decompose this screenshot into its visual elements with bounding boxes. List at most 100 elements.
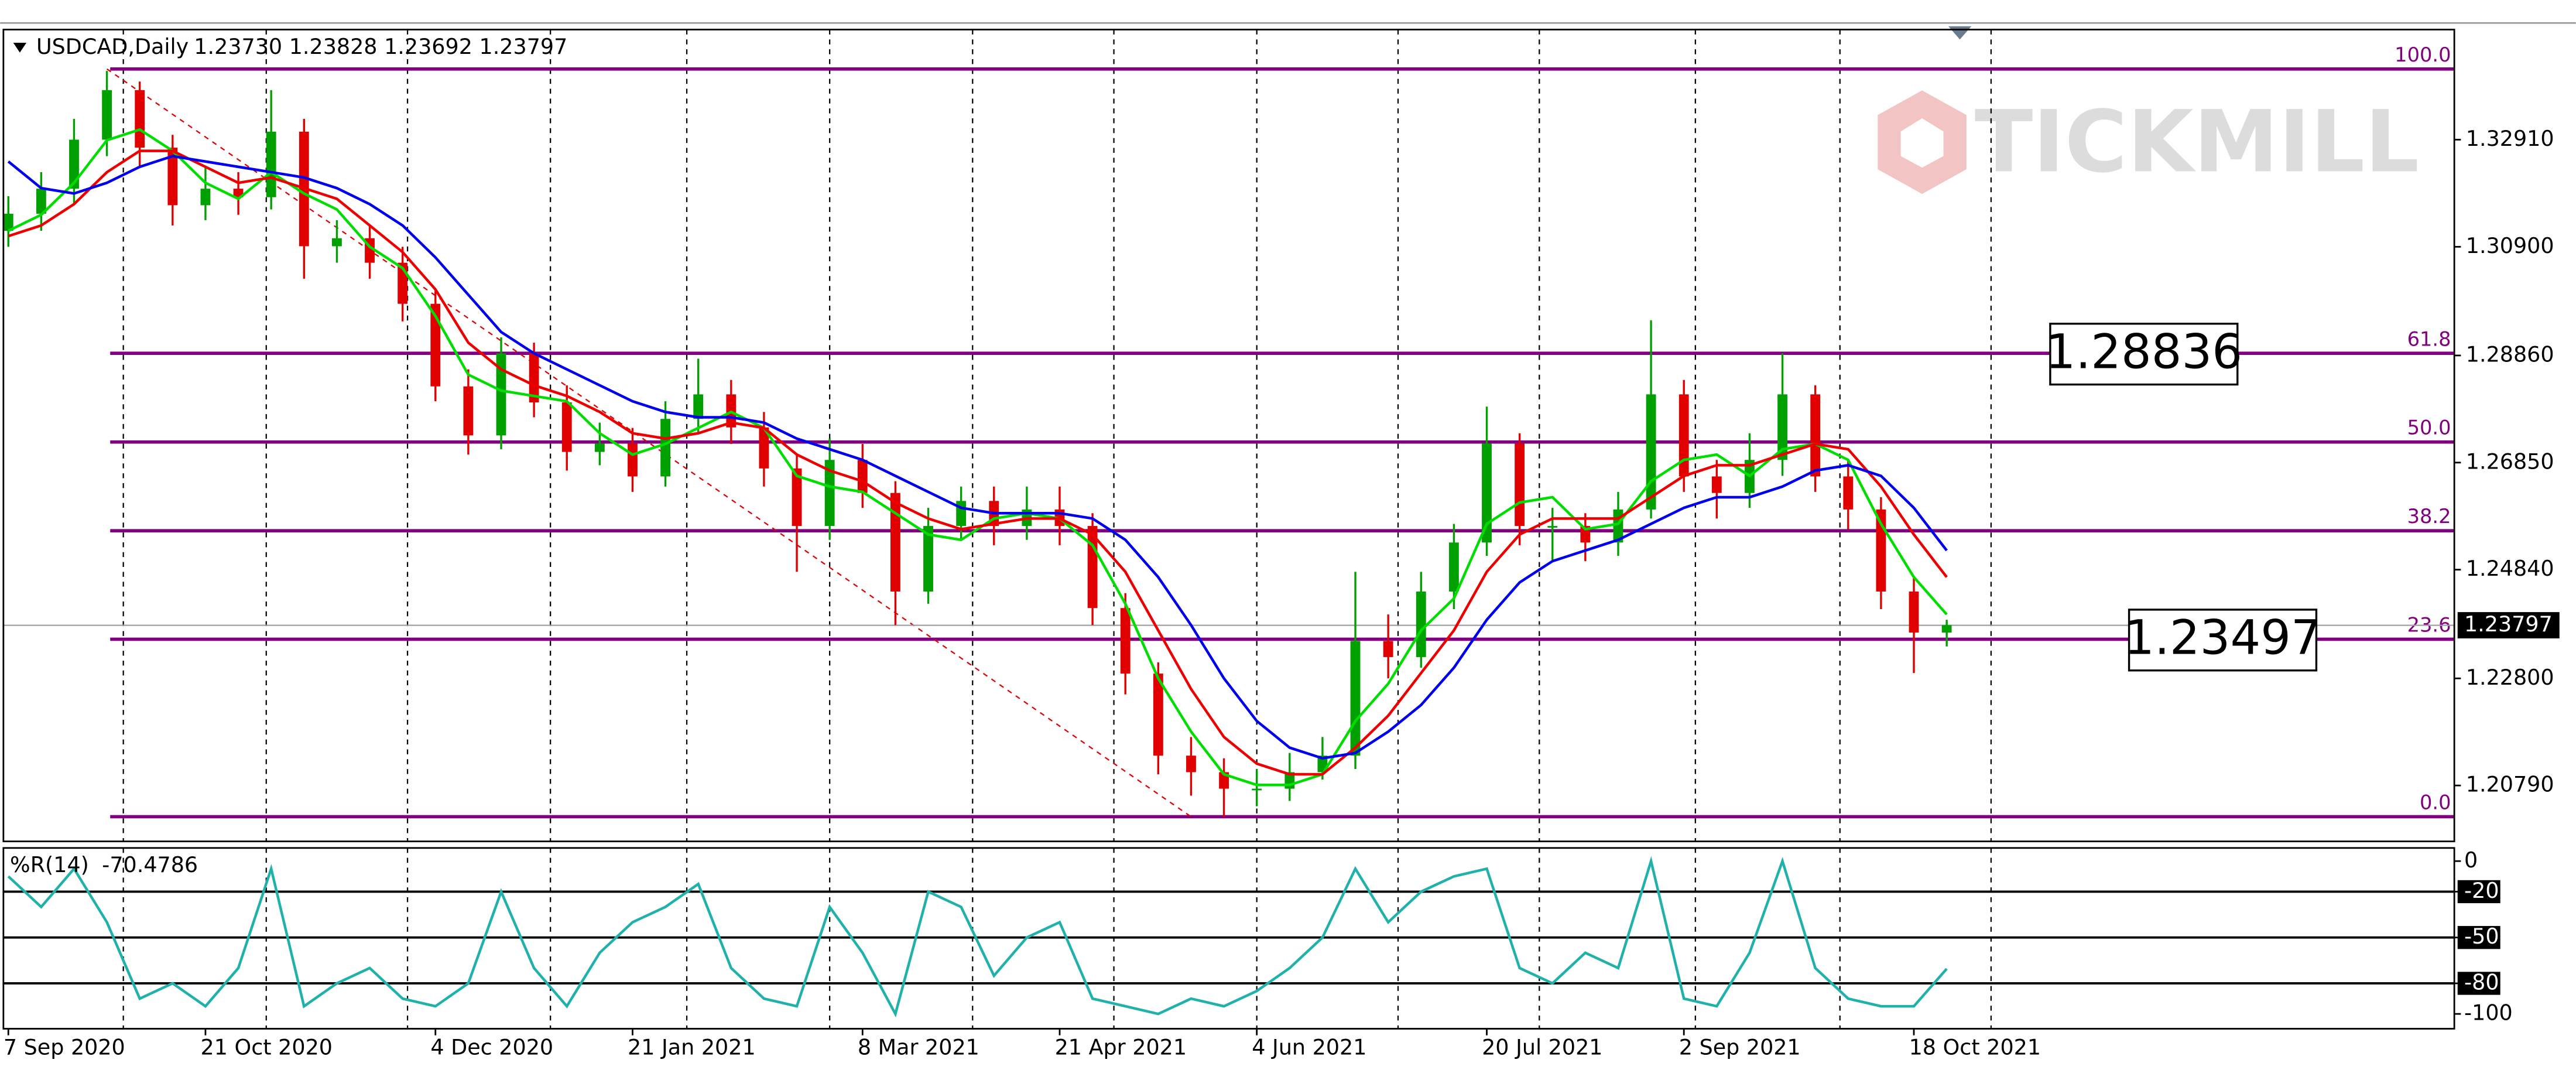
- fib-label: 0.0: [2420, 791, 2451, 814]
- x-tick-label: 4 Dec 2020: [430, 1035, 553, 1060]
- fib-trendline: [106, 68, 1192, 818]
- watermark-text: TICKMILL: [1975, 93, 2419, 192]
- y-tick-label: 1.22800: [2466, 665, 2554, 690]
- candle-body: [1777, 394, 1787, 460]
- y-tick-label: 0: [2464, 847, 2478, 873]
- candle-body: [759, 427, 769, 469]
- annotation-box: [2049, 323, 2239, 386]
- candle-body: [1120, 608, 1131, 674]
- x-tick-label: 18 Oct 2021: [1909, 1035, 2041, 1060]
- level-tag: [2457, 972, 2500, 995]
- indicator-title: %R(14): [10, 852, 89, 877]
- candle-body: [1678, 394, 1689, 477]
- indicator-value: -70.4786: [102, 852, 198, 877]
- y-tick-label: 1.28860: [2466, 341, 2554, 367]
- candle-body: [266, 131, 276, 197]
- candle-body: [1580, 526, 1591, 543]
- chart-subtitle: 1.23730 1.23828 1.23692 1.23797: [194, 34, 567, 59]
- candle-body: [693, 394, 704, 419]
- candle-body: [660, 419, 671, 477]
- x-tick-label: 21 Oct 2020: [201, 1035, 333, 1060]
- candle-body: [1941, 625, 1952, 633]
- candle-body: [1383, 641, 1393, 657]
- candle-body: [1711, 476, 1722, 493]
- menu-triangle: [13, 42, 27, 53]
- y-tick-label: 1.24840: [2466, 556, 2554, 581]
- candle-body: [69, 139, 79, 189]
- candle-body: [1252, 788, 1262, 791]
- candle-body: [463, 386, 474, 436]
- logo-hole: [1900, 118, 1944, 168]
- candle-body: [1646, 394, 1656, 510]
- x-tick-label: 4 Jun 2021: [1252, 1035, 1366, 1060]
- x-tick-label: 2 Sep 2021: [1679, 1035, 1801, 1060]
- candle-body: [1909, 591, 1919, 633]
- candle-body: [1547, 526, 1558, 528]
- y-tick-label: -20: [2464, 878, 2499, 903]
- x-tick-label: 7 Sep 2020: [4, 1035, 125, 1060]
- candle-body: [1416, 591, 1426, 657]
- x-tick-label: 20 Jul 2021: [1482, 1035, 1602, 1060]
- level-tag: [2457, 926, 2500, 949]
- candle-body: [1843, 476, 1854, 510]
- candle-body: [200, 189, 211, 206]
- y-tick-label: -80: [2464, 969, 2499, 994]
- y-tick-label: -100: [2464, 1000, 2513, 1026]
- candle-body: [529, 353, 539, 403]
- candle-body: [3, 213, 13, 231]
- candle-body: [1153, 674, 1163, 756]
- candle-body: [594, 443, 605, 452]
- annotation-text: 1.28836: [2046, 324, 2242, 380]
- candle-body: [792, 468, 802, 527]
- indicator-panel-frame: [2, 847, 2455, 1030]
- candle-body: [135, 90, 145, 148]
- candle-body: [1448, 542, 1459, 592]
- fib-label: 100.0: [2395, 43, 2451, 66]
- williams-r-line: [7, 856, 1948, 1018]
- candle-body: [628, 443, 638, 477]
- candle-body: [890, 493, 900, 592]
- moving-average: [8, 149, 1948, 776]
- candle-body: [102, 90, 112, 140]
- level-tag: [2457, 880, 2500, 904]
- fib-label: 61.8: [2407, 327, 2451, 350]
- candle-body: [36, 189, 46, 214]
- candle-body: [430, 303, 441, 387]
- watermark-logo: TICKMILL: [1878, 90, 2419, 194]
- x-tick-label: 21 Jan 2021: [628, 1035, 756, 1060]
- candle-body: [1810, 394, 1821, 477]
- candle-body: [1186, 756, 1196, 773]
- moving-average: [7, 155, 1948, 760]
- x-tick-label: 8 Mar 2021: [858, 1035, 979, 1060]
- fib-label: 50.0: [2407, 416, 2451, 439]
- annotation-text: 1.23497: [2124, 610, 2321, 666]
- candle-body: [1087, 526, 1098, 609]
- candle-body: [561, 402, 572, 452]
- y-tick-label: -50: [2464, 924, 2499, 949]
- candle-body: [857, 460, 868, 493]
- y-tick-label: 1.26850: [2466, 449, 2554, 474]
- price-panel-frame: [2, 29, 2455, 842]
- candle-body: [233, 189, 244, 197]
- y-tick-label: 1.20790: [2466, 772, 2554, 797]
- last-price-tag: [2457, 612, 2560, 639]
- last-price-label: 1.23797: [2464, 611, 2553, 637]
- x-tick-label: 21 Apr 2021: [1055, 1035, 1187, 1060]
- annotation-box: [2128, 609, 2318, 672]
- moving-average: [8, 128, 1948, 787]
- candle-body: [824, 460, 835, 527]
- candle-body: [1482, 443, 1492, 543]
- candle-body: [1350, 641, 1361, 756]
- candle-body: [956, 501, 967, 527]
- chart-title: USDCAD,Daily: [36, 34, 189, 59]
- candle-body: [496, 353, 506, 436]
- candle-body: [167, 148, 178, 206]
- y-tick-label: 1.30900: [2466, 233, 2554, 258]
- fib-label: 38.2: [2407, 505, 2451, 528]
- candle-body: [331, 238, 342, 247]
- y-tick-label: 1.32910: [2466, 126, 2554, 151]
- candle-body: [923, 526, 933, 592]
